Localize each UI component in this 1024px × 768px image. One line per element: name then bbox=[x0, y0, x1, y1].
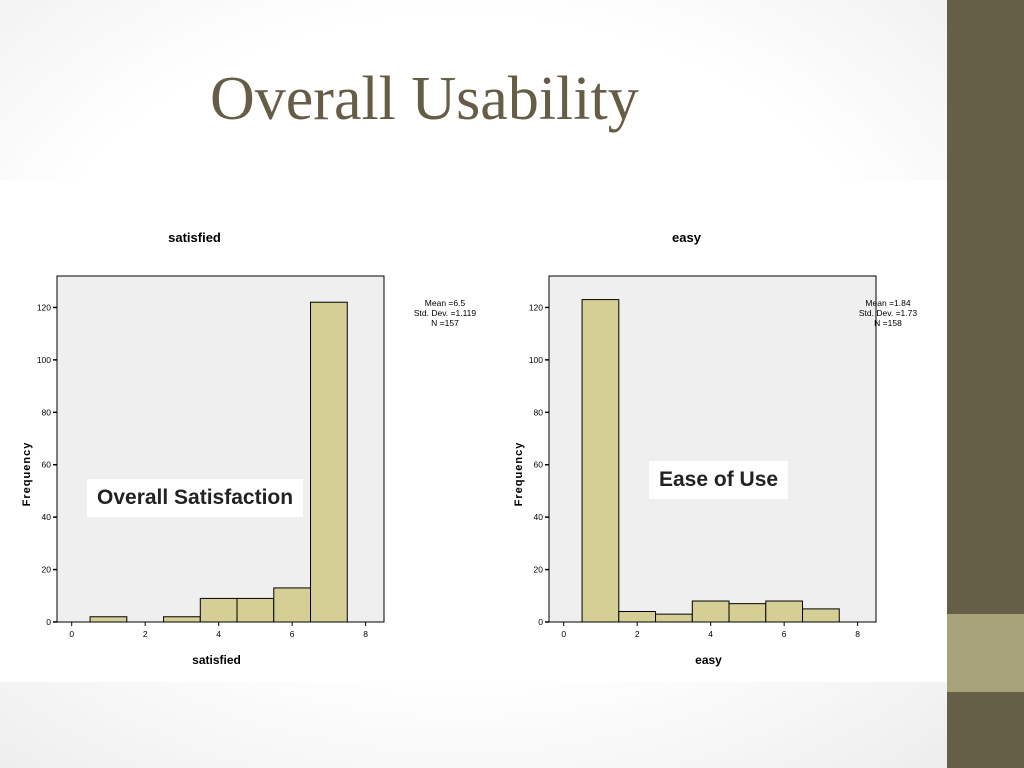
slide-title: Overall Usability bbox=[210, 65, 639, 133]
stats-n: N =157 bbox=[431, 318, 459, 328]
overlay-label: Ease of Use bbox=[649, 461, 789, 499]
histogram-bar bbox=[199, 597, 238, 623]
x-tick-label: 4 bbox=[216, 629, 221, 639]
y-tick-label: 100 bbox=[37, 355, 51, 365]
histogram-easy: easy 0 20 40 60 80 100 120 0 2 4 6 8 easy Frequency Me… bbox=[510, 220, 980, 680]
x-axis-label: easy bbox=[695, 653, 722, 667]
x-tick-label: 0 bbox=[69, 629, 74, 639]
y-tick-label: 60 bbox=[42, 460, 52, 470]
histogram-bar bbox=[765, 600, 804, 623]
x-tick-label: 6 bbox=[782, 629, 787, 639]
overlay-label: Overall Satisfaction bbox=[87, 479, 304, 517]
x-tick-label: 8 bbox=[855, 629, 860, 639]
chart-title: satisfied bbox=[168, 230, 221, 245]
y-tick-label: 0 bbox=[46, 617, 51, 627]
histogram-bar bbox=[163, 616, 201, 623]
y-tick-label: 40 bbox=[42, 512, 52, 522]
stats-box: Mean =1.84 Std. Dev. =1.73 N =158 bbox=[843, 298, 933, 328]
histogram-bar bbox=[691, 600, 730, 623]
y-tick-label: 100 bbox=[529, 355, 543, 365]
stats-n: N =158 bbox=[874, 318, 902, 328]
histogram-satisfied: satisfied 0 20 40 60 80 100 120 0 2 4 6 8 satisfied Fr… bbox=[18, 220, 488, 680]
histogram-bar bbox=[728, 603, 767, 623]
stats-mean: Mean =1.84 bbox=[865, 298, 911, 308]
histogram-bar bbox=[273, 587, 312, 623]
histogram-easy-svg: easy 0 20 40 60 80 100 120 0 2 4 6 8 easy Frequency bbox=[513, 230, 877, 667]
decorative-sidebar bbox=[947, 0, 1024, 768]
stats-mean: Mean =6.5 bbox=[424, 298, 466, 308]
histogram-bar bbox=[89, 616, 128, 623]
histogram-bar bbox=[581, 299, 620, 623]
y-tick-label: 120 bbox=[529, 302, 543, 312]
histogram-bar bbox=[618, 611, 657, 623]
x-tick-label: 2 bbox=[635, 629, 640, 639]
y-tick-label: 40 bbox=[534, 512, 544, 522]
y-axis-label: Frequency bbox=[21, 442, 33, 507]
chart-title: easy bbox=[672, 230, 702, 245]
stats-box: Mean =6.5 Std. Dev. =1.119 N =157 bbox=[400, 298, 490, 328]
y-tick-label: 80 bbox=[42, 407, 52, 417]
y-tick-label: 60 bbox=[534, 460, 544, 470]
x-tick-label: 0 bbox=[561, 629, 566, 639]
stats-std-dev: Std. Dev. =1.73 bbox=[858, 308, 918, 318]
sidebar-accent-block bbox=[947, 614, 1024, 692]
y-tick-label: 120 bbox=[37, 302, 51, 312]
y-tick-label: 80 bbox=[534, 407, 544, 417]
y-axis-label: Frequency bbox=[513, 442, 525, 507]
y-tick-label: 20 bbox=[534, 565, 544, 575]
x-tick-label: 6 bbox=[290, 629, 295, 639]
y-tick-label: 20 bbox=[42, 565, 52, 575]
x-tick-label: 2 bbox=[143, 629, 148, 639]
histogram-satisfied-svg: satisfied 0 20 40 60 80 100 120 0 2 4 6 8 satisfied Fr… bbox=[21, 230, 385, 667]
stats-std-dev: Std. Dev. =1.119 bbox=[413, 308, 477, 318]
x-tick-label: 4 bbox=[708, 629, 713, 639]
histogram-bar bbox=[236, 597, 275, 623]
x-axis-label: satisfied bbox=[192, 653, 241, 667]
histogram-bar bbox=[655, 613, 693, 623]
y-tick-label: 0 bbox=[538, 617, 543, 627]
histogram-bar bbox=[310, 301, 348, 623]
x-tick-label: 8 bbox=[363, 629, 368, 639]
histogram-bar bbox=[802, 608, 840, 623]
